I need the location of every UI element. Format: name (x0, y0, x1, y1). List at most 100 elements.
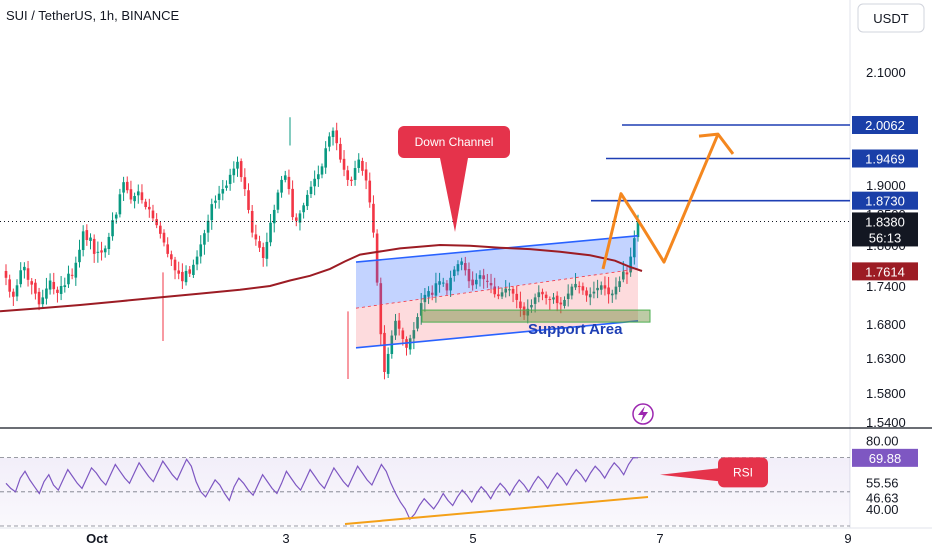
candle-body (181, 271, 184, 282)
candle (159, 221, 162, 239)
candle-body (298, 213, 302, 223)
candle-body (118, 194, 122, 215)
candle (464, 256, 467, 276)
price-tick-label: 1.5800 (866, 386, 906, 401)
candle-body (541, 291, 544, 295)
candle-body (537, 292, 541, 298)
candle (225, 180, 228, 191)
candle-body (23, 266, 26, 271)
candle-body (357, 159, 361, 168)
candle-body (243, 177, 247, 190)
candle-body (397, 320, 401, 329)
candle (8, 274, 11, 298)
candle (52, 272, 56, 295)
candle (19, 262, 22, 288)
rsi-callout-label: RSI (733, 465, 753, 479)
candle-body (522, 306, 526, 316)
candle (118, 188, 122, 218)
candle-body (155, 219, 158, 226)
candle-body (85, 230, 89, 241)
candle-body (526, 308, 530, 316)
price-tick-label: 1.7400 (866, 279, 906, 294)
candle-body (291, 188, 294, 218)
candle-body (607, 287, 610, 295)
candle-body (460, 261, 463, 265)
candle-body (574, 283, 577, 288)
candle-body (48, 280, 52, 290)
candle-body (633, 238, 636, 258)
candle (41, 289, 45, 309)
candle-body (350, 179, 353, 182)
candle-body (272, 209, 276, 224)
candle (460, 257, 463, 271)
candle (45, 277, 48, 305)
currency-label: USDT (873, 11, 908, 26)
channel-upper-fill (356, 235, 638, 309)
candle-body (482, 275, 485, 280)
candle (280, 175, 283, 198)
level-tag-text: 1.9469 (865, 152, 905, 167)
candle (56, 286, 59, 303)
candle (96, 241, 100, 263)
candle-body (162, 232, 166, 243)
candle (508, 282, 511, 297)
rsi-value-bg (852, 448, 918, 467)
candle (92, 234, 96, 263)
candle-body (239, 161, 243, 178)
candle (489, 273, 493, 294)
moving-average-line (0, 243, 643, 313)
candle (548, 296, 552, 310)
rsi-tick-label: 40.00 (866, 502, 899, 517)
candle (269, 214, 272, 247)
ma-price-tag: 1.7614 (852, 262, 918, 281)
candle (48, 273, 52, 295)
candle-body (148, 206, 151, 210)
candle (276, 189, 280, 214)
support-area-box (421, 309, 651, 323)
candle (596, 279, 599, 299)
candle-body (89, 237, 92, 241)
candle-body (614, 286, 618, 295)
candle (559, 297, 563, 314)
candle (430, 285, 434, 301)
candle (592, 281, 596, 299)
lightning-icon[interactable] (632, 403, 654, 425)
candle-body (588, 294, 592, 298)
candle-body (232, 168, 236, 176)
candle (574, 273, 577, 291)
candle (383, 325, 386, 380)
candle-body (324, 148, 327, 168)
candle (239, 158, 243, 182)
candle (438, 272, 441, 293)
candle (610, 289, 614, 303)
candle-body (530, 305, 533, 308)
candle-body (581, 286, 585, 291)
candle (265, 232, 269, 267)
candle-body (184, 270, 188, 283)
candle (125, 176, 129, 194)
price-tick-label: 1.5400 (866, 415, 906, 430)
candle (136, 184, 140, 204)
candle (607, 276, 610, 304)
candle (372, 195, 375, 238)
candle-body (159, 225, 162, 234)
candle (12, 288, 15, 306)
rsi-callout-pointer (660, 467, 722, 482)
candle (614, 277, 618, 300)
candle-body (361, 160, 364, 171)
candle (67, 265, 70, 288)
candle (85, 224, 89, 246)
candle (258, 235, 261, 252)
candle-body (412, 330, 416, 339)
candle (214, 195, 217, 209)
candle-body (309, 186, 313, 195)
candle-body (599, 285, 603, 290)
candle (206, 214, 210, 242)
candle (107, 232, 111, 255)
candle-body (26, 268, 30, 280)
candle-body (206, 220, 210, 233)
candle-body (368, 180, 372, 203)
currency-button[interactable]: USDT (857, 3, 925, 33)
candle (555, 291, 559, 312)
